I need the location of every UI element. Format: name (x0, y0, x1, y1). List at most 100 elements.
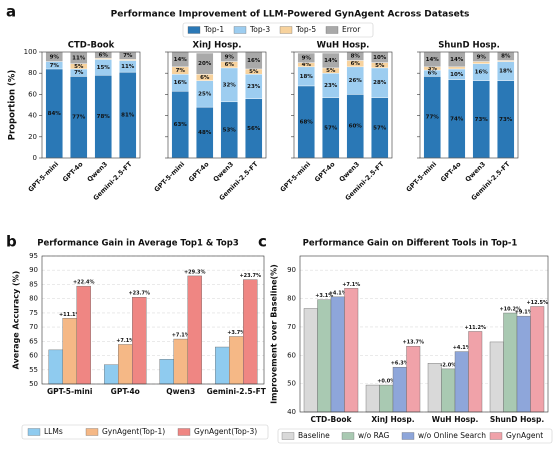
bar (468, 331, 483, 413)
panel-letter: a (6, 3, 16, 21)
x-tick-label: GPT-4o (313, 160, 337, 184)
bar (392, 366, 407, 413)
axes-frame (419, 51, 519, 159)
bar (104, 364, 119, 385)
bar (441, 368, 456, 413)
gain-label: +7.1% (116, 338, 134, 344)
value-label: 10% (373, 55, 387, 61)
axes-frame (167, 51, 267, 159)
value-label: 9% (477, 54, 487, 60)
axes-frame (41, 51, 141, 159)
legend-swatch (187, 26, 201, 34)
value-label: 25% (198, 91, 212, 97)
gain-label: +7.1% (342, 282, 360, 288)
value-label: 73% (475, 117, 489, 123)
bar (62, 318, 77, 385)
value-label: 74% (450, 116, 464, 122)
value-label: 8% (351, 54, 361, 60)
value-label: 9% (225, 54, 235, 60)
value-label: 14% (174, 57, 188, 63)
value-label: 15% (97, 65, 111, 71)
bar (173, 338, 188, 385)
value-label: 23% (247, 84, 261, 90)
legend-label: Baseline (298, 431, 330, 440)
y-axis-label: Average Accuracy (%) (12, 271, 21, 370)
chart-title: Performance Improvement of LLM-Powered G… (111, 10, 470, 20)
value-label: 6% (225, 62, 235, 68)
bar (530, 306, 545, 413)
bar (303, 308, 318, 413)
y-tick-label: 65 (29, 337, 38, 345)
legend-swatch (325, 26, 339, 34)
bar (330, 296, 345, 413)
x-tick-label: Qwen3 (464, 160, 487, 183)
value-label: 3% (428, 66, 438, 72)
bar-segment (322, 52, 340, 69)
y-tick-label: 50 (287, 380, 296, 388)
gain-label: +3.7% (227, 330, 245, 336)
value-label: 16% (247, 58, 261, 64)
chart-title: Performance Gain in Average Top1 & Top3 (37, 239, 239, 249)
legend-box (21, 424, 269, 440)
legend-swatch (233, 26, 247, 34)
value-label: 14% (426, 57, 440, 63)
value-label: 68% (300, 119, 314, 125)
value-label: 14% (324, 58, 338, 64)
gain-label: +0.0% (377, 379, 395, 385)
value-label: 9% (302, 55, 312, 61)
value-label: 78% (97, 114, 111, 120)
legend-swatch (27, 428, 41, 436)
legend-swatch (489, 432, 503, 440)
value-label: 73% (499, 117, 513, 123)
value-label: 81% (121, 113, 135, 119)
bar (159, 359, 174, 385)
y-tick-label: 60 (287, 351, 296, 359)
value-label: 48% (198, 130, 212, 136)
subplot-title: XinJ Hosp. (193, 41, 242, 51)
gain-label: +12.5% (526, 300, 548, 306)
gain-label: +6.3% (391, 361, 409, 367)
bar (243, 279, 258, 385)
x-tick-label: Qwen3 (212, 160, 235, 183)
value-label: 6% (351, 61, 361, 67)
value-label: 77% (72, 115, 86, 121)
axes-frame (41, 255, 265, 385)
value-label: 6% (428, 71, 438, 77)
bar-segment (297, 52, 315, 63)
legend-label: GynAgent(Top-3) (194, 427, 257, 436)
x-tick-label: GPT-4o (187, 160, 211, 184)
value-label: 57% (324, 125, 338, 131)
y-axis-label: Improvement over Baseline(%) (270, 264, 279, 404)
bar (48, 349, 63, 385)
value-label: 6% (200, 75, 210, 81)
gain-label: +7.1% (172, 333, 190, 339)
value-label: 5% (74, 64, 84, 70)
x-tick-label: WuH Hosp. (432, 415, 479, 424)
bar-segment (472, 61, 490, 64)
bar (344, 288, 359, 413)
x-tick-label: GPT-5-mini (27, 160, 60, 193)
bar (454, 351, 469, 413)
value-label: 28% (373, 80, 387, 86)
bar (365, 384, 380, 413)
gain-label: +11.2% (464, 325, 486, 331)
value-label: 9% (50, 54, 60, 60)
value-label: 23% (324, 83, 338, 89)
bar (317, 299, 332, 413)
legend-label: w/o Online Search (418, 431, 486, 440)
bar (215, 346, 230, 385)
gain-label: +10.2% (499, 307, 521, 313)
y-tick-label: 20 (28, 133, 37, 141)
y-tick-label: 80 (287, 295, 296, 303)
value-label: 10% (450, 72, 464, 78)
value-label: 7% (123, 53, 133, 59)
bar-segment (448, 66, 466, 70)
gain-label: -2.0% (440, 362, 456, 368)
gain-label: +23.7% (128, 291, 150, 297)
axes-frame (293, 51, 393, 159)
subplot-title: ShunD Hosp. (438, 41, 500, 51)
value-label: 84% (48, 111, 62, 117)
x-tick-label: GPT-4o (111, 387, 140, 396)
legend-label: w/o RAG (358, 431, 390, 440)
legend-swatch (177, 428, 191, 436)
